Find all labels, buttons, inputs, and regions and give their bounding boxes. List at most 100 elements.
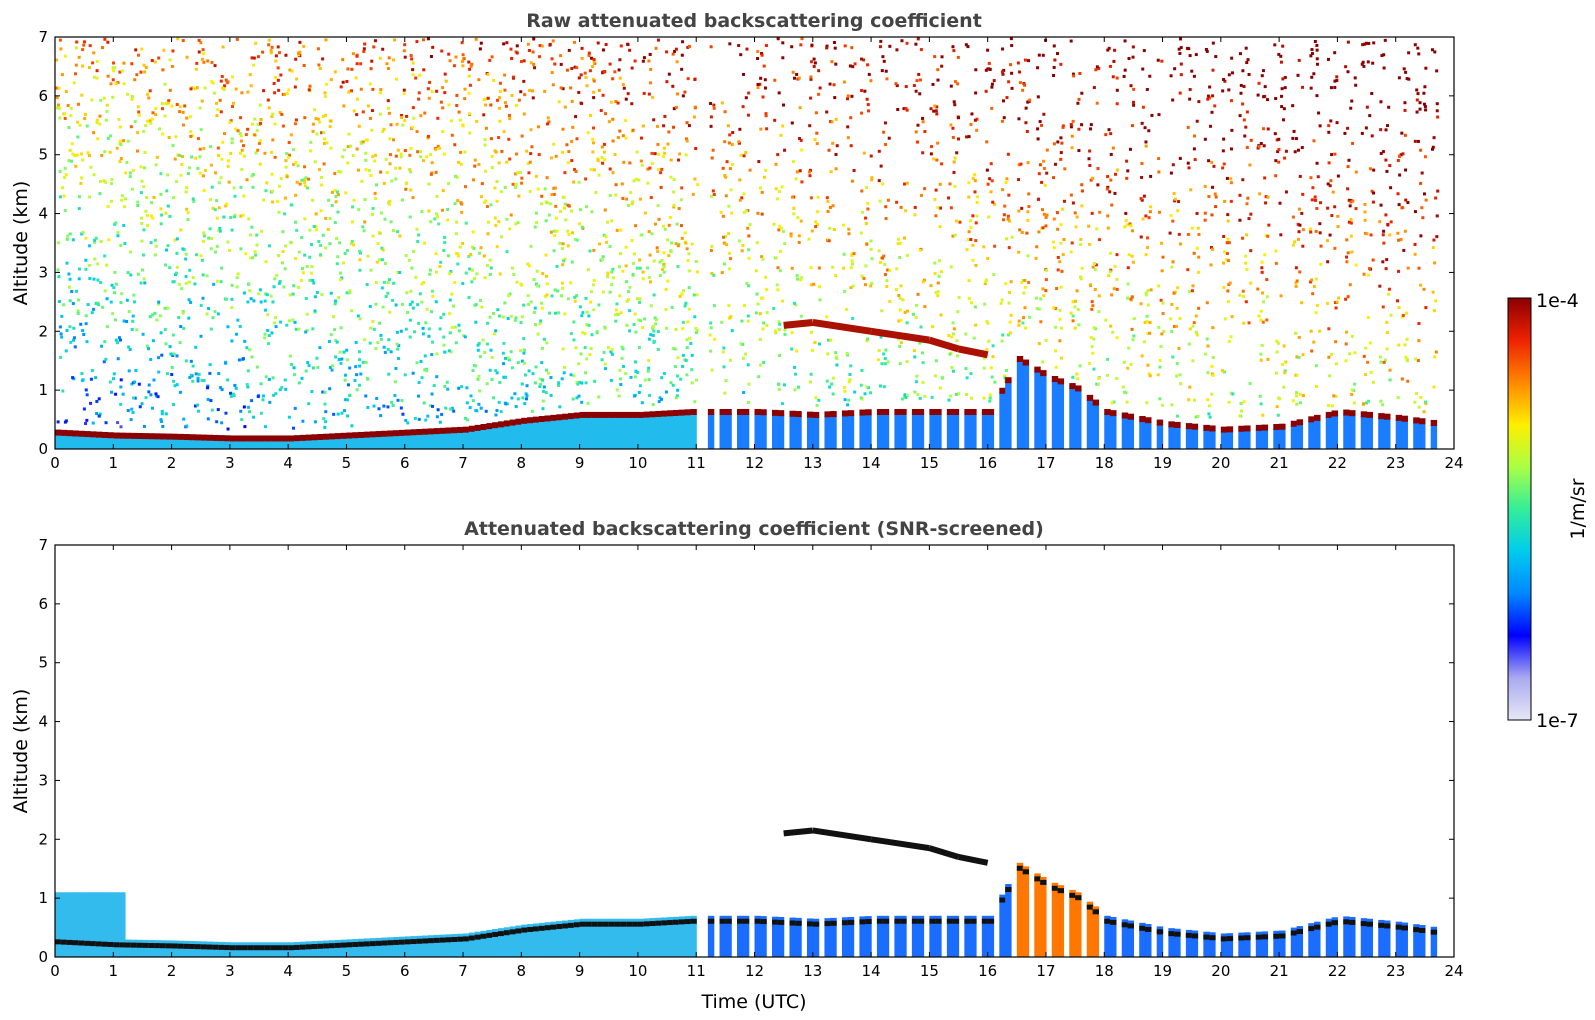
heatmap-cell — [374, 347, 378, 351]
heatmap-cell — [847, 410, 855, 417]
heatmap-cell — [189, 87, 193, 91]
heatmap-cell — [693, 105, 697, 109]
heatmap-cell — [1043, 183, 1047, 187]
heatmap-cell — [567, 232, 571, 236]
heatmap-cell — [1146, 332, 1150, 336]
heatmap-cell — [95, 941, 103, 947]
heatmap-cell — [439, 937, 447, 943]
heatmap-cell — [323, 425, 327, 429]
heatmap-cell — [152, 378, 156, 382]
heatmap-cell — [669, 175, 673, 179]
heatmap-cell — [673, 365, 677, 369]
heatmap-cell — [633, 59, 637, 63]
heatmap-cell — [904, 107, 908, 111]
heatmap-cell — [562, 259, 566, 263]
heatmap-cell — [1171, 260, 1175, 264]
heatmap-cell — [281, 230, 285, 234]
heatmap-cell — [983, 282, 987, 286]
heatmap-cell — [974, 221, 978, 225]
heatmap-cell — [795, 72, 799, 76]
heatmap-cell — [974, 91, 978, 95]
heatmap-cell — [1096, 183, 1100, 187]
heatmap-cell — [168, 58, 172, 62]
heatmap-cell — [281, 249, 285, 253]
heatmap-cell — [642, 56, 646, 60]
heatmap-cell — [476, 377, 480, 381]
heatmap-cell — [224, 78, 228, 82]
heatmap-cell — [1105, 373, 1109, 377]
heatmap-cell — [992, 202, 996, 206]
heatmap-cell — [886, 360, 890, 364]
heatmap-cell — [667, 72, 671, 76]
heatmap-cell — [527, 369, 531, 373]
heatmap-cell — [342, 148, 346, 152]
heatmap-cell — [919, 193, 923, 197]
heatmap-cell — [643, 921, 651, 927]
heatmap-cell — [1274, 371, 1278, 375]
heatmap-cell — [1194, 415, 1198, 419]
heatmap-cell — [534, 365, 538, 369]
heatmap-cell — [69, 114, 73, 118]
heatmap-cell — [492, 332, 496, 336]
heatmap-cell — [435, 270, 439, 274]
heatmap-cell — [916, 37, 920, 41]
heatmap-cell — [958, 220, 962, 224]
heatmap-cell — [119, 942, 126, 948]
heatmap-cell — [488, 58, 492, 62]
heatmap-cell — [1335, 75, 1339, 79]
heatmap-cell — [1055, 287, 1059, 291]
heatmap-cell — [1259, 141, 1263, 145]
heatmap-cell — [569, 281, 573, 285]
heatmap-cell — [923, 130, 927, 134]
heatmap-cell — [848, 378, 852, 382]
heatmap-cell — [59, 47, 63, 51]
heatmap-cell — [154, 394, 158, 398]
heatmap-cell — [1037, 342, 1041, 346]
heatmap-cell — [508, 292, 512, 296]
heatmap-cell — [1060, 326, 1064, 330]
heatmap-cell — [536, 332, 540, 336]
heatmap-cell — [435, 375, 439, 379]
heatmap-cell — [1176, 209, 1180, 213]
heatmap-cell — [970, 408, 977, 415]
heatmap-cell — [624, 264, 628, 268]
heatmap-cell — [687, 307, 691, 311]
heatmap-cell — [1158, 397, 1162, 401]
heatmap-cell — [615, 302, 619, 306]
heatmap-cell — [76, 120, 80, 124]
heatmap-cell — [181, 247, 185, 251]
heatmap-cell — [533, 381, 537, 385]
heatmap-cell — [540, 44, 544, 48]
heatmap-cell — [404, 182, 408, 186]
heatmap-cell — [609, 350, 613, 354]
heatmap-cell — [729, 188, 733, 192]
heatmap-cell — [270, 189, 274, 193]
heatmap-cell — [87, 66, 91, 70]
heatmap-cell — [696, 183, 700, 187]
heatmap-cell — [585, 84, 589, 88]
heatmap-cell — [321, 57, 325, 61]
heatmap-cell — [898, 296, 902, 300]
heatmap-cell — [1229, 99, 1233, 103]
heatmap-cell — [772, 222, 776, 226]
heatmap-cell — [154, 433, 161, 440]
heatmap-cell — [1241, 69, 1245, 73]
heatmap-cell — [675, 222, 679, 226]
heatmap-cell — [423, 354, 427, 358]
heatmap-cell — [556, 289, 560, 293]
heatmap-cell — [677, 207, 681, 211]
heatmap-cell — [641, 59, 645, 63]
heatmap-cell — [585, 411, 592, 418]
heatmap-cell — [1222, 261, 1226, 265]
heatmap-cell — [601, 161, 605, 165]
heatmap-cell — [97, 414, 101, 418]
heatmap-cell — [1037, 197, 1041, 201]
heatmap-cell — [578, 222, 582, 226]
heatmap-cell — [199, 303, 203, 307]
heatmap-cell — [72, 338, 76, 342]
heatmap-cell — [1344, 297, 1348, 301]
heatmap-cell — [809, 196, 813, 200]
heatmap-cell — [575, 396, 579, 400]
heatmap-cell — [495, 371, 499, 375]
heatmap-cell — [550, 294, 554, 298]
